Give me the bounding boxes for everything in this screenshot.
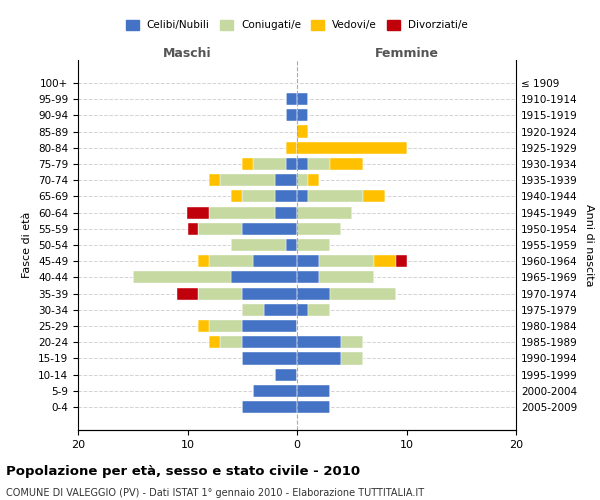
Bar [187, 206, 209, 218]
Text: Maschi: Maschi [163, 47, 212, 60]
Bar [232, 272, 297, 283]
Bar [209, 174, 220, 186]
Bar [297, 206, 352, 218]
Bar [187, 222, 199, 235]
Bar [297, 352, 341, 364]
Bar [242, 222, 297, 235]
Bar [297, 401, 330, 413]
Bar [330, 288, 395, 300]
Bar [209, 320, 242, 332]
Bar [242, 288, 297, 300]
Bar [286, 158, 297, 170]
Text: Popolazione per età, sesso e stato civile - 2010: Popolazione per età, sesso e stato civil… [6, 465, 360, 478]
Bar [242, 336, 297, 348]
Bar [297, 109, 308, 122]
Bar [199, 288, 242, 300]
Bar [199, 255, 209, 268]
Bar [341, 336, 362, 348]
Bar [286, 239, 297, 251]
Bar [297, 174, 308, 186]
Bar [286, 93, 297, 105]
Bar [297, 336, 341, 348]
Bar [242, 352, 297, 364]
Bar [297, 158, 308, 170]
Bar [319, 272, 374, 283]
Bar [297, 304, 308, 316]
Bar [242, 401, 297, 413]
Bar [297, 190, 308, 202]
Bar [253, 255, 297, 268]
Bar [297, 222, 341, 235]
Bar [220, 174, 275, 186]
Bar [232, 239, 286, 251]
Bar [297, 126, 308, 138]
Bar [297, 239, 330, 251]
Bar [242, 190, 275, 202]
Bar [308, 174, 319, 186]
Bar [242, 304, 264, 316]
Bar [232, 190, 242, 202]
Bar [253, 385, 297, 397]
Bar [209, 206, 275, 218]
Bar [220, 336, 242, 348]
Bar [308, 190, 362, 202]
Bar [209, 255, 253, 268]
Bar [275, 190, 297, 202]
Bar [209, 336, 220, 348]
Bar [374, 255, 395, 268]
Bar [176, 288, 199, 300]
Bar [297, 142, 407, 154]
Bar [286, 142, 297, 154]
Text: Femmine: Femmine [374, 47, 439, 60]
Text: COMUNE DI VALEGGIO (PV) - Dati ISTAT 1° gennaio 2010 - Elaborazione TUTTITALIA.I: COMUNE DI VALEGGIO (PV) - Dati ISTAT 1° … [6, 488, 424, 498]
Bar [362, 190, 385, 202]
Bar [330, 158, 363, 170]
Bar [133, 272, 232, 283]
Bar [395, 255, 407, 268]
Bar [253, 158, 286, 170]
Legend: Celibi/Nubili, Coniugati/e, Vedovi/e, Divorziati/e: Celibi/Nubili, Coniugati/e, Vedovi/e, Di… [123, 17, 471, 34]
Bar [319, 255, 374, 268]
Bar [275, 368, 297, 381]
Bar [275, 206, 297, 218]
Y-axis label: Fasce di età: Fasce di età [22, 212, 32, 278]
Bar [242, 320, 297, 332]
Y-axis label: Anni di nascita: Anni di nascita [584, 204, 594, 286]
Bar [242, 158, 253, 170]
Bar [297, 288, 330, 300]
Bar [275, 174, 297, 186]
Bar [297, 255, 319, 268]
Bar [308, 158, 330, 170]
Bar [297, 272, 319, 283]
Bar [341, 352, 362, 364]
Bar [308, 304, 330, 316]
Bar [199, 320, 209, 332]
Bar [199, 222, 242, 235]
Bar [264, 304, 297, 316]
Bar [297, 385, 330, 397]
Bar [297, 93, 308, 105]
Bar [286, 109, 297, 122]
